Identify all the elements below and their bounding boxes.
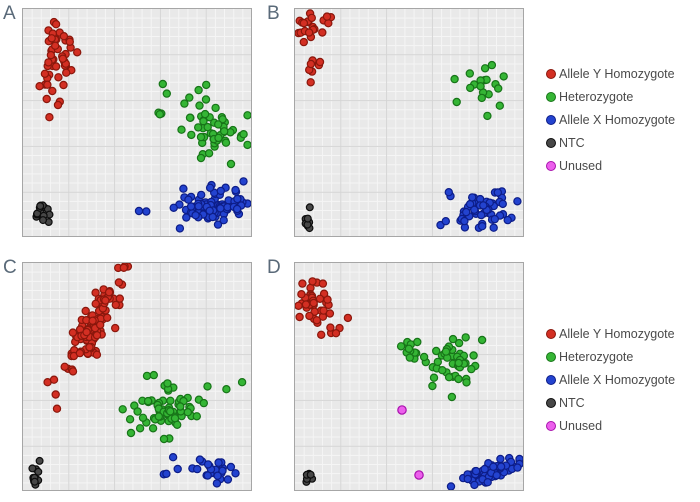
legend-item-allele-x-homozygote: Allele X Homozygote: [546, 368, 675, 391]
legend-item-unused: Unused: [546, 154, 675, 177]
legend-item-ntc: NTC: [546, 131, 675, 154]
legend-item-ntc: NTC: [546, 391, 675, 414]
scatter-plot-d: [295, 263, 523, 490]
allele-y-homozygote-dot-icon: [546, 68, 556, 79]
panel-label-b: B: [267, 3, 280, 24]
unused-dot-icon: [546, 160, 556, 171]
legend-label-allele-y-homozygote: Allele Y Homozygote: [559, 66, 675, 81]
heterozygote-dot-icon: [546, 91, 556, 102]
unused-dot-icon: [546, 420, 556, 431]
legend-item-unused: Unused: [546, 414, 675, 437]
legend-label-ntc: NTC: [559, 135, 585, 150]
scatter-panel-b: [294, 8, 524, 237]
scatter-plot-a: [23, 9, 251, 236]
legend-label-unused: Unused: [559, 158, 603, 173]
legend-label-heterozygote: Heterozygote: [559, 349, 634, 364]
legend-item-allele-y-homozygote: Allele Y Homozygote: [546, 62, 675, 85]
panel-label-c: C: [3, 257, 17, 278]
ntc-dot-icon: [546, 397, 556, 408]
panel-label-a: A: [3, 3, 16, 24]
allele-y-homozygote-dot-icon: [546, 328, 556, 339]
legend-item-heterozygote: Heterozygote: [546, 85, 675, 108]
legend-label-allele-x-homozygote: Allele X Homozygote: [559, 112, 676, 127]
scatter-panel-d: [294, 262, 524, 491]
legend-item-allele-x-homozygote: Allele X Homozygote: [546, 108, 675, 131]
legend-item-allele-y-homozygote: Allele Y Homozygote: [546, 322, 675, 345]
scatter-panel-c: [22, 262, 252, 491]
scatter-plot-c: [23, 263, 251, 490]
panel-label-d: D: [267, 257, 281, 278]
scatter-panel-a: [22, 8, 252, 237]
legend-label-allele-y-homozygote: Allele Y Homozygote: [559, 326, 675, 341]
scatter-plot-b: [295, 9, 523, 236]
legend-label-heterozygote: Heterozygote: [559, 89, 634, 104]
heterozygote-dot-icon: [546, 351, 556, 362]
legend-label-ntc: NTC: [559, 395, 585, 410]
legend-label-allele-x-homozygote: Allele X Homozygote: [559, 372, 676, 387]
legend-item-heterozygote: Heterozygote: [546, 345, 675, 368]
allele-x-homozygote-dot-icon: [546, 114, 556, 125]
allele-x-homozygote-dot-icon: [546, 374, 556, 385]
legend-label-unused: Unused: [559, 418, 603, 433]
legend-top: Allele Y Homozygote Heterozygote Allele …: [546, 62, 675, 177]
legend-bottom: Allele Y Homozygote Heterozygote Allele …: [546, 322, 675, 437]
ntc-dot-icon: [546, 137, 556, 148]
